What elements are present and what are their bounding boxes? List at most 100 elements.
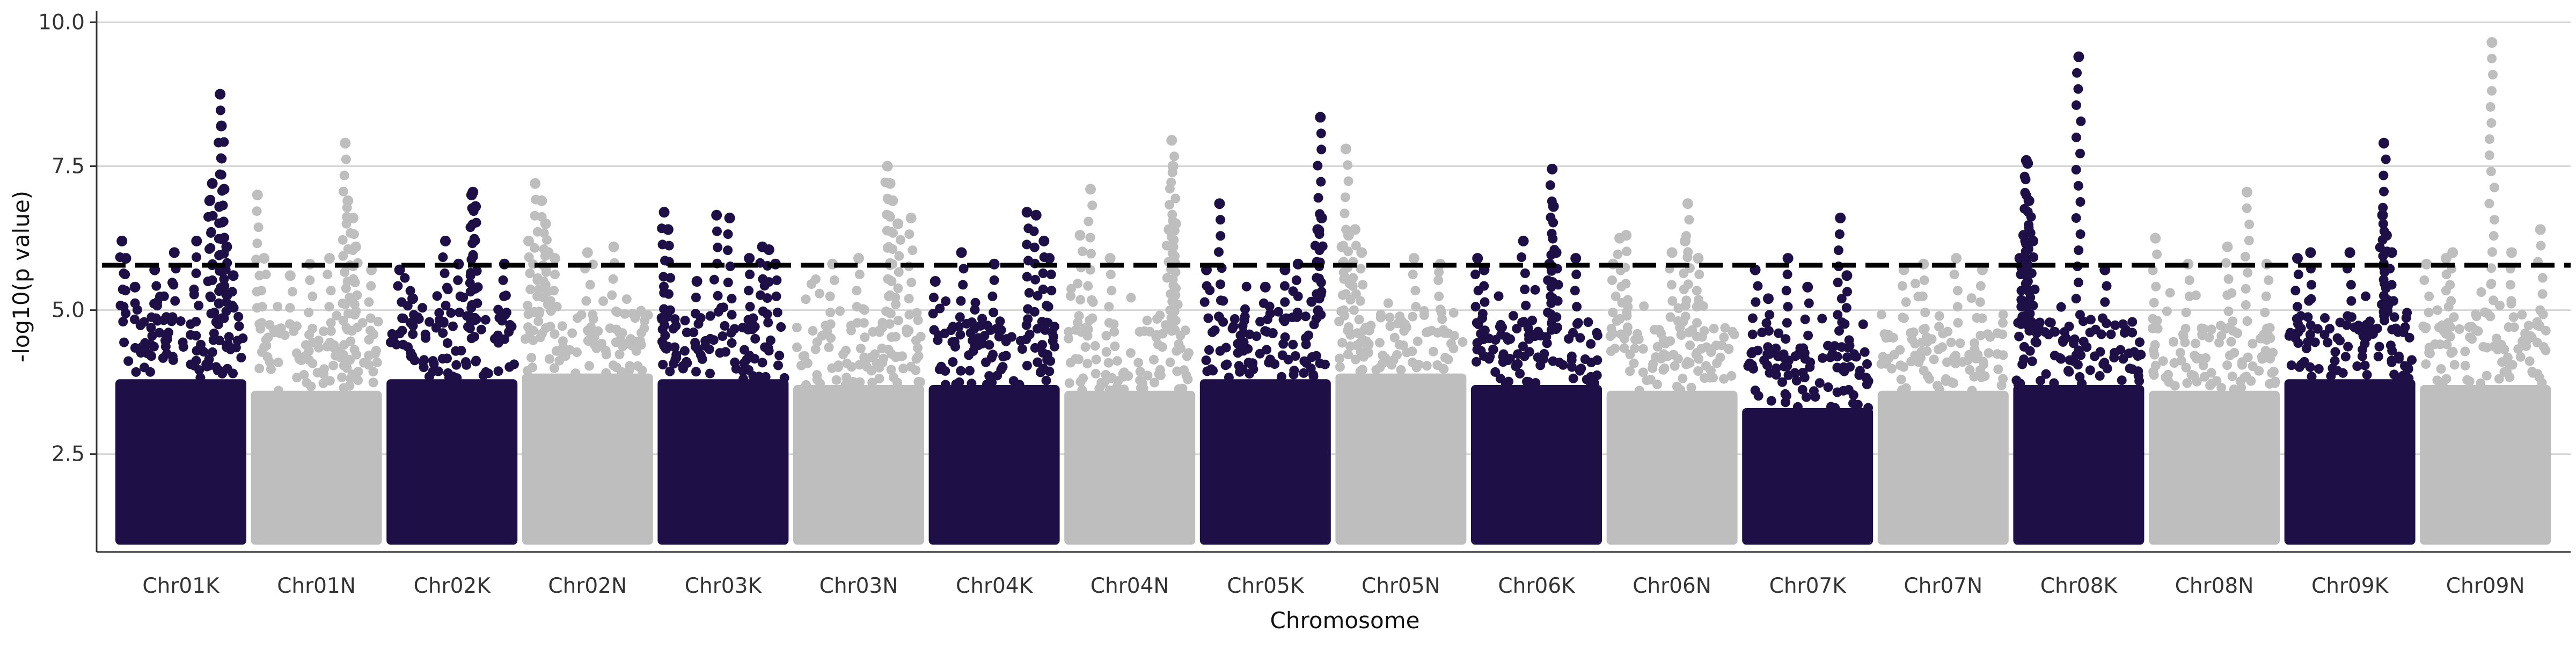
- snp-point: [762, 309, 772, 319]
- snp-point: [2375, 242, 2385, 252]
- snp-point: [438, 317, 449, 327]
- snp-point: [400, 273, 410, 283]
- snp-point: [2515, 352, 2526, 362]
- snp-point: [1586, 339, 1596, 349]
- snp-point: [397, 313, 407, 323]
- snp-point: [2407, 355, 2417, 365]
- snp-point: [159, 315, 169, 325]
- snp-point: [425, 317, 435, 327]
- snp-point: [2147, 323, 2157, 333]
- snp-point: [691, 309, 701, 319]
- snp-point: [951, 379, 961, 389]
- snp-peak-point: [169, 247, 180, 258]
- snp-point: [1316, 278, 1326, 288]
- snp-point: [762, 293, 772, 303]
- snp-point: [1539, 354, 1549, 364]
- snp-point: [2040, 327, 2050, 337]
- snp-point: [1280, 297, 1290, 307]
- snp-point: [1570, 286, 1580, 296]
- snp-point: [669, 359, 679, 369]
- snp-point: [1035, 367, 1045, 377]
- snp-point: [896, 235, 905, 245]
- snp-peak-point: [1835, 213, 1846, 223]
- snp-point: [1681, 231, 1691, 241]
- snp-peak-point: [129, 281, 141, 293]
- snp-point: [1314, 229, 1324, 239]
- snp-point: [164, 328, 173, 338]
- snp-point: [2072, 68, 2082, 78]
- chromosome-points-chr06n: [1605, 198, 1739, 545]
- snp-point: [2310, 337, 2320, 347]
- snp-point: [118, 317, 128, 327]
- snp-point: [471, 355, 481, 366]
- snp-point: [2361, 291, 2371, 301]
- snp-point: [1258, 298, 1269, 308]
- snp-point: [607, 290, 617, 300]
- snp-peak-point: [2447, 247, 2458, 258]
- snp-point: [1371, 365, 1381, 375]
- snp-point: [1316, 128, 1326, 139]
- snp-point: [120, 286, 130, 296]
- snp-point: [955, 312, 965, 322]
- snp-point: [2233, 328, 2243, 338]
- snp-point: [189, 361, 200, 370]
- snp-point: [2400, 322, 2410, 332]
- snp-point: [2320, 313, 2330, 323]
- snp-point: [229, 303, 239, 313]
- snp-point: [1478, 335, 1488, 345]
- snp-point: [1897, 281, 1907, 291]
- snp-point: [1220, 360, 1231, 370]
- snp-point: [893, 283, 903, 293]
- snp-point: [2508, 312, 2519, 322]
- y-tick-label: 2.5: [52, 442, 85, 467]
- snp-point: [792, 342, 802, 352]
- snp-point: [1863, 403, 1874, 413]
- snp-point: [1934, 311, 1944, 321]
- snp-point: [1860, 347, 1870, 357]
- snp-point: [2225, 351, 2235, 361]
- snp-point: [1038, 268, 1048, 278]
- snp-point: [2226, 337, 2236, 347]
- snp-point: [2029, 252, 2039, 262]
- snp-peak-point: [1170, 218, 1181, 229]
- snp-point: [2216, 383, 2227, 393]
- snp-point: [1832, 387, 1842, 397]
- snp-peak-point: [1021, 207, 1033, 218]
- snp-peak-point: [2486, 37, 2498, 48]
- dense-points-band: [2284, 379, 2416, 545]
- snp-point: [2358, 345, 2368, 355]
- snp-point: [1313, 161, 1323, 171]
- snp-point: [1293, 291, 1303, 301]
- snp-point: [219, 281, 230, 291]
- y-axis-title: -log10(p value): [8, 191, 34, 362]
- snp-point: [1202, 281, 1212, 291]
- snp-peak-point: [2379, 137, 2389, 149]
- snp-point: [292, 373, 302, 383]
- snp-point: [1984, 348, 1994, 358]
- snp-point: [2190, 351, 2200, 361]
- snp-point: [2476, 287, 2486, 297]
- snp-point: [1309, 319, 1319, 330]
- snp-point: [680, 316, 690, 325]
- snp-point: [977, 314, 987, 324]
- snp-point: [934, 365, 945, 374]
- snp-point: [1814, 378, 1825, 388]
- snp-point: [533, 316, 544, 326]
- snp-point: [2215, 321, 2226, 331]
- snp-point: [191, 317, 201, 327]
- snp-point: [1876, 309, 1886, 319]
- snp-point: [1238, 346, 1248, 356]
- snp-point: [855, 377, 865, 387]
- snp-point: [1358, 280, 1368, 290]
- snp-point: [605, 323, 615, 333]
- snp-peak-point: [1408, 253, 1419, 264]
- snp-peak-point: [1621, 230, 1632, 241]
- snp-point: [2484, 150, 2494, 161]
- snp-point: [888, 244, 898, 254]
- snp-point: [175, 316, 186, 326]
- snp-point: [2489, 295, 2498, 306]
- snp-point: [1498, 352, 1508, 362]
- dense-points-band: [2149, 390, 2280, 545]
- snp-point: [713, 307, 723, 317]
- snp-point: [2222, 290, 2233, 300]
